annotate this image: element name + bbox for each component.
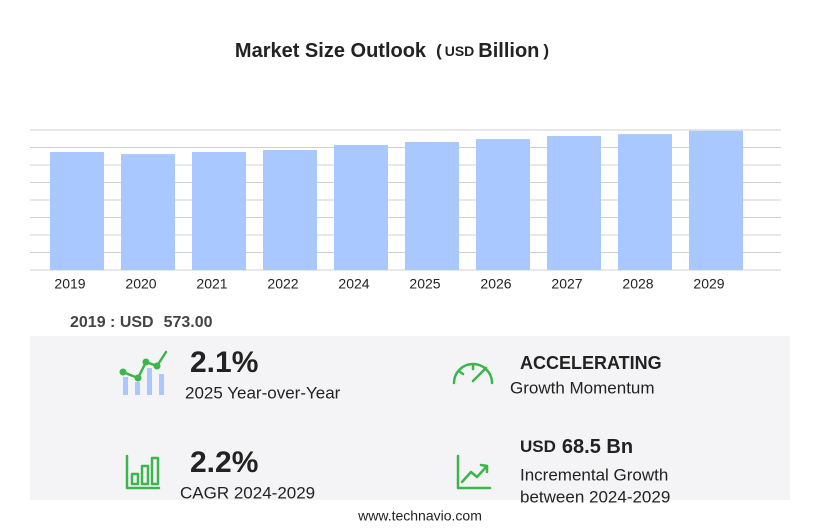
base-label: 2019 : USD <box>70 314 154 331</box>
bar <box>547 135 601 270</box>
cagr-icon <box>125 454 161 490</box>
kpi-label: Growth Momentum <box>510 378 655 397</box>
bar <box>121 154 175 270</box>
x-tick-label: 2022 <box>267 276 298 292</box>
bar <box>334 145 388 270</box>
bar <box>476 139 530 270</box>
yoy-icon <box>119 350 168 395</box>
kpi-label: Incremental Growth <box>520 465 668 484</box>
kpi-label: CAGR 2024-2029 <box>180 483 315 502</box>
bar <box>405 141 459 270</box>
kpi-value: 68.5 Bn <box>562 436 633 458</box>
x-tick-label: 2026 <box>480 276 511 292</box>
bar <box>263 149 317 270</box>
kpi-label: between 2024-2029 <box>520 487 670 506</box>
x-tick-label: 2027 <box>551 276 582 292</box>
x-tick-label: 2024 <box>338 276 369 292</box>
x-tick-label: 2028 <box>622 276 653 292</box>
title-paren: ) <box>543 41 549 60</box>
x-tick-label: 2021 <box>196 276 227 292</box>
chart-title: Market Size Outlook <box>235 40 427 62</box>
title-unit: USD <box>445 43 475 59</box>
x-tick-label: 2019 <box>54 276 85 292</box>
plot: 2019 2020 2021 2022 2024 2025 2026 2027 2028 2029 <box>30 129 781 292</box>
kpi-value: 2.2% <box>190 446 258 479</box>
x-tick-label: 2025 <box>409 276 440 292</box>
kpi-value: ACCELERATING <box>520 353 662 373</box>
base-line: 2019 : USD 573.00 <box>70 314 213 331</box>
bar <box>192 152 246 270</box>
bar <box>618 134 672 270</box>
x-tick-label: 2029 <box>693 276 724 292</box>
growth-icon <box>456 454 492 490</box>
base-value: 573.00 <box>164 314 213 331</box>
x-tick-label: 2020 <box>125 276 156 292</box>
title-unit-name: Billion <box>478 40 539 62</box>
kpi-label: 2025 Year-over-Year <box>185 383 341 402</box>
gauge-icon <box>452 362 494 385</box>
title-paren: ( <box>436 41 442 60</box>
kpi-value-line: USD 68.5 Bn <box>520 436 633 458</box>
kpi-unit: USD <box>520 437 556 456</box>
bar <box>50 152 104 270</box>
bar <box>689 130 743 270</box>
footer: www.technavio.com <box>357 508 482 524</box>
chart-title-line: Market Size Outlook (USD Billion) <box>235 40 549 62</box>
kpi-value: 2.1% <box>190 346 258 379</box>
